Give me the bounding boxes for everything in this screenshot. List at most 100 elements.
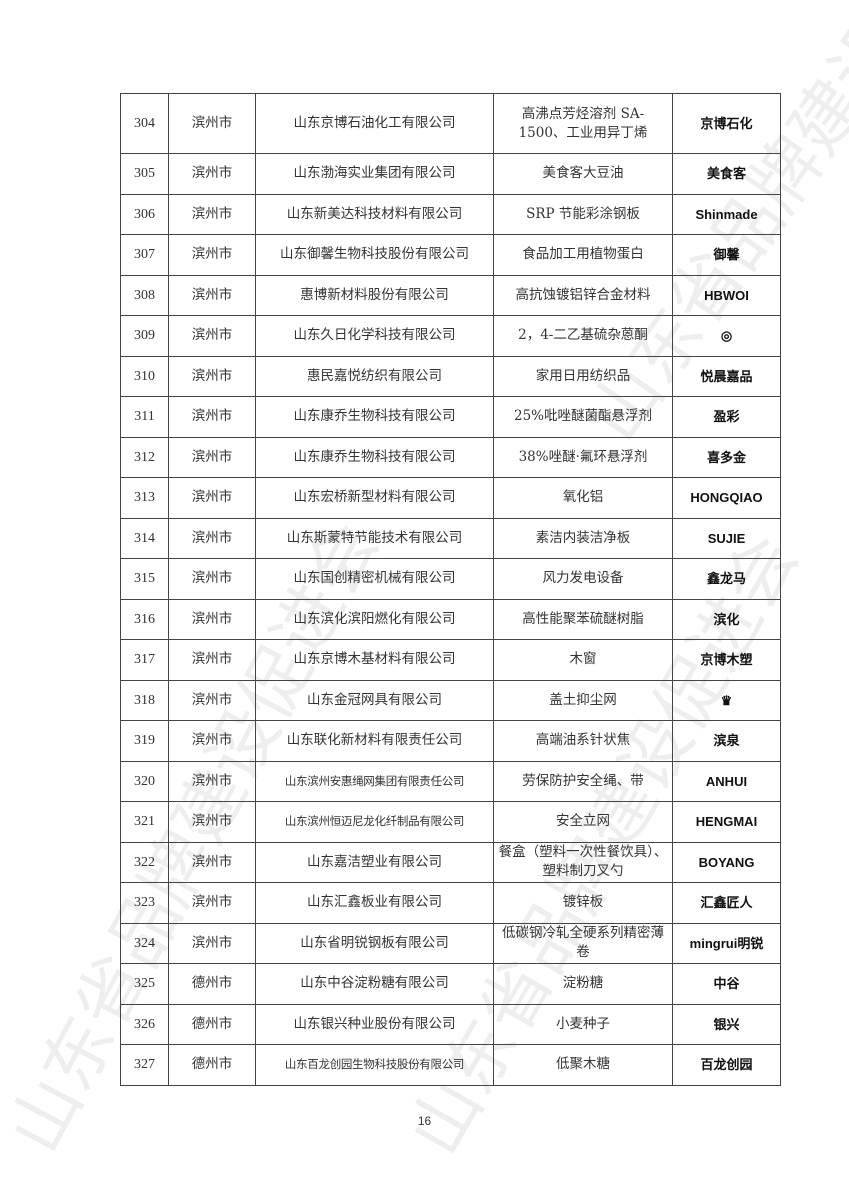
product-cell: 风力发电设备 xyxy=(493,558,673,600)
table-row: 315 滨州市 山东国创精密机械有限公司 风力发电设备 鑫龙马 xyxy=(120,558,781,600)
product-cell: 素洁内装洁净板 xyxy=(493,517,673,559)
company-cell: 山东百龙创园生物科技股份有限公司 xyxy=(255,1044,494,1086)
brand-logo: ◎ xyxy=(672,315,781,357)
city-cell: 滨州市 xyxy=(168,274,256,316)
company-cell: 山东中谷淀粉糖有限公司 xyxy=(255,963,494,1005)
company-cell: 惠民嘉悦纺织有限公司 xyxy=(255,355,494,397)
company-cell: 山东久日化学科技有限公司 xyxy=(255,315,494,357)
product-cell: 低聚木糖 xyxy=(493,1044,673,1086)
table-row: 325 德州市 山东中谷淀粉糖有限公司 淀粉糖 中谷 xyxy=(120,963,781,1005)
row-number: 323 xyxy=(120,882,169,924)
brand-logo: 鑫龙马 xyxy=(672,558,781,600)
row-number: 314 xyxy=(120,517,169,559)
city-cell: 滨州市 xyxy=(168,234,256,276)
product-cell: 2，4-二乙基硫杂蒽酮 xyxy=(493,315,673,357)
row-number: 318 xyxy=(120,679,169,721)
page-number: 16 xyxy=(417,1114,432,1128)
brand-logo: 汇鑫匠人 xyxy=(672,882,781,924)
brand-logo: 喜多金 xyxy=(672,436,781,478)
brand-logo: 京博木塑 xyxy=(672,639,781,681)
row-number: 308 xyxy=(120,274,169,316)
table-row: 311 滨州市 山东康乔生物科技有限公司 25%吡唑醚菌酯悬浮剂 盈彩 xyxy=(120,396,781,438)
company-cell: 山东京博木基材料有限公司 xyxy=(255,639,494,681)
table-row: 306 滨州市 山东新美达科技材料有限公司 SRP 节能彩涂钢板 Shinmade xyxy=(120,193,781,235)
table-row: 312 滨州市 山东康乔生物科技有限公司 38%唑醚·氟环悬浮剂 喜多金 xyxy=(120,436,781,478)
row-number: 311 xyxy=(120,396,169,438)
company-cell: 山东联化新材料有限责任公司 xyxy=(255,720,494,762)
table-row: 316 滨州市 山东滨化滨阳燃化有限公司 高性能聚苯硫醚树脂 滨化 xyxy=(120,598,781,640)
row-number: 313 xyxy=(120,477,169,519)
brand-logo: 京博石化 xyxy=(672,93,781,154)
product-cell: 镀锌板 xyxy=(493,882,673,924)
company-cell: 山东滨化滨阳燃化有限公司 xyxy=(255,598,494,640)
row-number: 312 xyxy=(120,436,169,478)
brand-logo: 美食客 xyxy=(672,153,781,195)
brand-logo: 滨泉 xyxy=(672,720,781,762)
brand-logo: mingrui明锐 xyxy=(672,922,781,964)
row-number: 307 xyxy=(120,234,169,276)
table-row: 324 滨州市 山东省明锐钢板有限公司 低碳钢冷轧全硬系列精密薄卷 mingrui明锐 xyxy=(120,922,781,964)
table-row: 321 滨州市 山东滨州恒迈尼龙化纤制品有限公司 安全立网 HENGMAI xyxy=(120,801,781,843)
product-cell: 小麦种子 xyxy=(493,1003,673,1045)
company-cell: 山东嘉洁塑业有限公司 xyxy=(255,841,494,883)
brand-logo: HONGQIAO xyxy=(672,477,781,519)
table-row: 318 滨州市 山东金冠网具有限公司 盖土抑尘网 ♛ xyxy=(120,679,781,721)
product-cell: 美食客大豆油 xyxy=(493,153,673,195)
city-cell: 滨州市 xyxy=(168,639,256,681)
table-row: 305 滨州市 山东渤海实业集团有限公司 美食客大豆油 美食客 xyxy=(120,153,781,195)
row-number: 309 xyxy=(120,315,169,357)
city-cell: 滨州市 xyxy=(168,396,256,438)
city-cell: 滨州市 xyxy=(168,760,256,802)
row-number: 319 xyxy=(120,720,169,762)
city-cell: 滨州市 xyxy=(168,93,256,154)
row-number: 321 xyxy=(120,801,169,843)
table-row: 307 滨州市 山东御馨生物科技股份有限公司 食品加工用植物蛋白 御馨 xyxy=(120,234,781,276)
brand-logo: ♛ xyxy=(672,679,781,721)
table-row: 326 德州市 山东银兴种业股份有限公司 小麦种子 银兴 xyxy=(120,1003,781,1045)
company-cell: 山东金冠网具有限公司 xyxy=(255,679,494,721)
row-number: 316 xyxy=(120,598,169,640)
company-cell: 山东省明锐钢板有限公司 xyxy=(255,922,494,964)
company-cell: 山东新美达科技材料有限公司 xyxy=(255,193,494,235)
product-cell: 高端油系针状焦 xyxy=(493,720,673,762)
row-number: 306 xyxy=(120,193,169,235)
city-cell: 滨州市 xyxy=(168,517,256,559)
row-number: 325 xyxy=(120,963,169,1005)
city-cell: 德州市 xyxy=(168,1044,256,1086)
product-cell: 低碳钢冷轧全硬系列精密薄卷 xyxy=(493,922,673,964)
company-cell: 山东御馨生物科技股份有限公司 xyxy=(255,234,494,276)
product-cell: 高沸点芳烃溶剂 SA-1500、工业用异丁烯 xyxy=(493,93,673,154)
city-cell: 滨州市 xyxy=(168,598,256,640)
city-cell: 滨州市 xyxy=(168,315,256,357)
brand-logo: ANHUI xyxy=(672,760,781,802)
row-number: 327 xyxy=(120,1044,169,1086)
product-cell: 木窗 xyxy=(493,639,673,681)
row-number: 310 xyxy=(120,355,169,397)
city-cell: 德州市 xyxy=(168,1003,256,1045)
product-cell: 高抗蚀镀铝锌合金材料 xyxy=(493,274,673,316)
brand-logo: 盈彩 xyxy=(672,396,781,438)
brand-logo: 中谷 xyxy=(672,963,781,1005)
table-row: 310 滨州市 惠民嘉悦纺织有限公司 家用日用纺织品 悦晨嘉品 xyxy=(120,355,781,397)
company-cell: 山东宏桥新型材料有限公司 xyxy=(255,477,494,519)
product-cell: 食品加工用植物蛋白 xyxy=(493,234,673,276)
brand-logo: 百龙创园 xyxy=(672,1044,781,1086)
company-cell: 山东斯蒙特节能技术有限公司 xyxy=(255,517,494,559)
product-table: 304 滨州市 山东京博石油化工有限公司 高沸点芳烃溶剂 SA-1500、工业用异丁烯… xyxy=(120,93,781,1086)
brand-logo: 银兴 xyxy=(672,1003,781,1045)
company-cell: 山东汇鑫板业有限公司 xyxy=(255,882,494,924)
brand-logo: Shinmade xyxy=(672,193,781,235)
city-cell: 德州市 xyxy=(168,963,256,1005)
table-row: 322 滨州市 山东嘉洁塑业有限公司 餐盒（塑料一次性餐饮具）、塑料制刀叉勺 BOYAN… xyxy=(120,841,781,883)
brand-logo: HENGMAI xyxy=(672,801,781,843)
product-cell: 安全立网 xyxy=(493,801,673,843)
company-cell: 山东银兴种业股份有限公司 xyxy=(255,1003,494,1045)
city-cell: 滨州市 xyxy=(168,558,256,600)
brand-logo: HBWOI xyxy=(672,274,781,316)
brand-logo: SUJIE xyxy=(672,517,781,559)
product-cell: 氧化铝 xyxy=(493,477,673,519)
brand-logo: BOYANG xyxy=(672,841,781,883)
city-cell: 滨州市 xyxy=(168,841,256,883)
company-cell: 山东滨州安惠绳网集团有限责任公司 xyxy=(255,760,494,802)
product-cell: 劳保防护安全绳、带 xyxy=(493,760,673,802)
